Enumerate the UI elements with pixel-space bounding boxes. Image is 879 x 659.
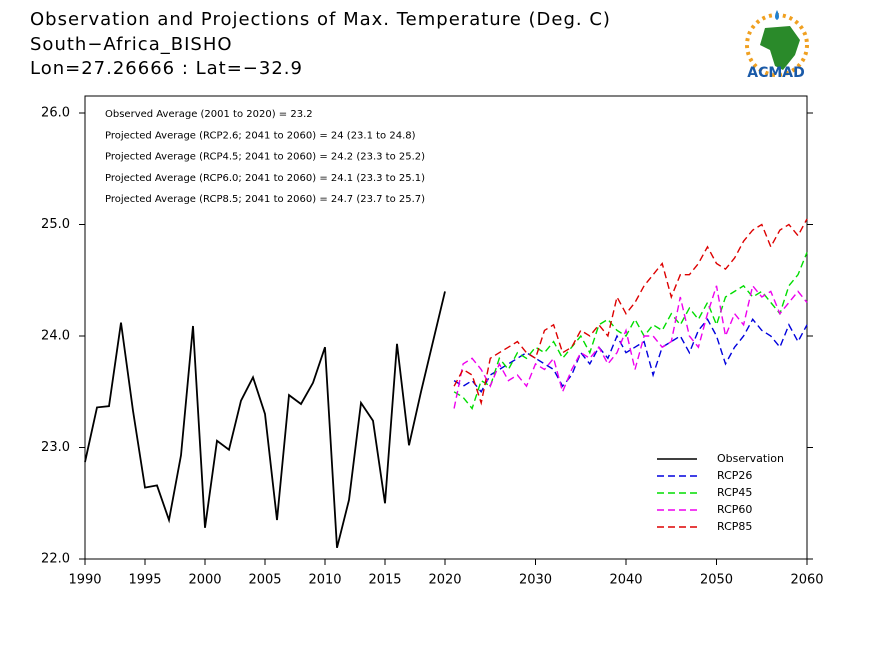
- x-tick-label: 2015: [368, 573, 401, 588]
- annotation: Projected Average (RCP6.0; 2041 to 2060)…: [105, 173, 425, 184]
- legend-label: RCP45: [717, 486, 752, 499]
- legend-label: RCP26: [717, 469, 752, 482]
- y-tick-label: 22.0: [41, 552, 70, 567]
- y-tick-label: 26.0: [41, 106, 70, 121]
- series-line: [84, 291, 446, 549]
- x-tick-label: 2010: [308, 573, 341, 588]
- x-tick-label: 2005: [248, 573, 281, 588]
- series-line: [453, 284, 808, 409]
- x-tick-label: 2040: [609, 573, 642, 588]
- legend-label: RCP85: [717, 520, 752, 533]
- chart-subtitle: South−Africa_BISHO: [30, 34, 233, 55]
- legend-label: Observation: [717, 452, 784, 465]
- x-tick-label: 2020: [428, 573, 461, 588]
- logo-text: ACMAD: [747, 65, 805, 81]
- chart-title: Observation and Projections of Max. Temp…: [30, 9, 611, 30]
- y-tick-label: 23.0: [41, 440, 70, 455]
- y-tick-label: 24.0: [41, 329, 70, 344]
- y-tick-label: 25.0: [41, 217, 70, 232]
- annotation: Observed Average (2001 to 2020) = 23.2: [105, 109, 313, 120]
- series-line: [453, 218, 808, 406]
- legend-label: RCP60: [717, 503, 752, 516]
- x-tick-label: 1990: [68, 573, 101, 588]
- x-tick-label: 2030: [519, 573, 552, 588]
- x-tick-label: 2050: [700, 573, 733, 588]
- plot-frame: [84, 95, 808, 560]
- x-tick-label: 1995: [128, 573, 161, 588]
- x-tick-label: 2000: [188, 573, 221, 588]
- location: Lon=27.26666 : Lat=−32.9: [30, 58, 303, 79]
- series-line: [453, 318, 808, 394]
- annotation: Projected Average (RCP2.6; 2041 to 2060)…: [105, 130, 416, 141]
- series-line: [453, 252, 808, 410]
- x-tick-label: 2060: [790, 573, 823, 588]
- annotation: Projected Average (RCP8.5; 2041 to 2060)…: [105, 194, 425, 205]
- logo: ACMAD: [745, 10, 809, 81]
- annotation: Projected Average (RCP4.5; 2041 to 2060)…: [105, 152, 425, 163]
